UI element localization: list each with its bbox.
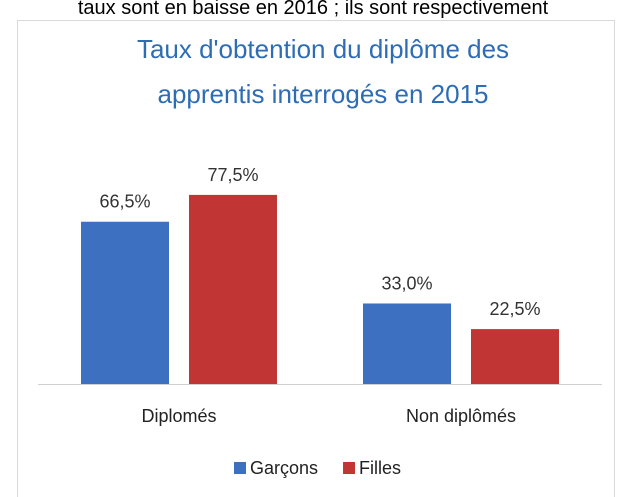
chart-title: apprentis interrogés en 2015 [157, 79, 488, 109]
data-label: 33,0% [381, 273, 432, 293]
data-label: 77,5% [207, 165, 258, 185]
legend-swatch [234, 462, 246, 474]
data-label: 22,5% [489, 299, 540, 319]
bar [81, 221, 169, 384]
x-tick-label: Non diplômés [406, 406, 516, 426]
legend-label: Garçons [250, 458, 318, 478]
bar [471, 329, 559, 384]
page-text: taux sont en baisse en 2016 ; ils sont r… [78, 0, 549, 19]
x-tick-label: Diplomés [141, 406, 216, 426]
legend-swatch [343, 462, 356, 474]
legend-label: Filles [359, 458, 401, 478]
bar [363, 303, 451, 384]
bar [189, 194, 277, 384]
data-label: 66,5% [99, 192, 150, 212]
chart-title: Taux d'obtention du diplôme des [137, 34, 509, 64]
